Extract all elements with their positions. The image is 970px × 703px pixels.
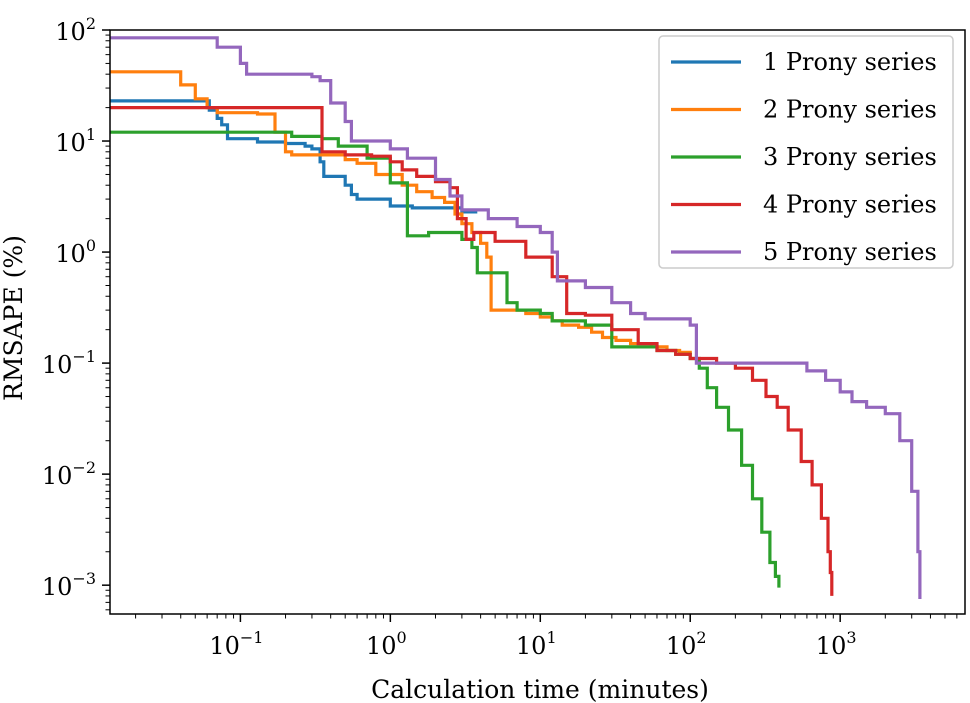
y-tick-label: 10−1: [42, 347, 96, 379]
x-tick-label: 100: [366, 628, 407, 660]
x-tick-base: 10: [816, 632, 847, 660]
y-tick-exp: 0: [86, 236, 96, 255]
y-tick-exp: −2: [72, 458, 96, 477]
x-tick-label: 101: [516, 628, 557, 660]
y-tick-label: 102: [55, 14, 96, 46]
series-line-5: [110, 36, 922, 599]
plot-frame: [109, 29, 966, 615]
y-tick-base: 10: [55, 18, 86, 46]
x-tick-base: 10: [366, 632, 397, 660]
y-tick-base: 10: [42, 351, 73, 379]
legend-label-4: 4 Prony series: [763, 191, 937, 219]
x-tick-exp: 3: [846, 628, 856, 647]
y-tick-label: 10−3: [42, 569, 96, 601]
y-tick-base: 10: [55, 129, 86, 157]
legend-label-1: 1 Prony series: [763, 48, 937, 76]
y-axis-label: RMSAPE (%): [0, 235, 28, 401]
y-tick-base: 10: [42, 573, 73, 601]
x-axis-label: Calculation time (minutes): [371, 675, 709, 703]
x-tick-exp: 0: [397, 628, 407, 647]
y-tick-exp: 2: [86, 14, 96, 33]
x-tick-label: 10−1: [209, 628, 263, 660]
legend: 1 Prony series 2 Prony series 3 Prony seri…: [658, 35, 954, 269]
x-tick-exp: 1: [546, 628, 556, 647]
x-tick-label: 103: [816, 628, 857, 660]
x-tick-base: 10: [209, 632, 240, 660]
y-tick-label: 101: [55, 125, 96, 157]
legend-box: [658, 35, 954, 269]
x-tick-base: 10: [666, 632, 697, 660]
y-tick-base: 10: [55, 240, 86, 268]
series-line-4: [110, 106, 834, 596]
x-tick-exp: −1: [240, 628, 264, 647]
x-tick-exp: 2: [696, 628, 706, 647]
y-tick-exp: −3: [72, 569, 96, 588]
y-tick-base: 10: [42, 462, 73, 490]
y-tick-exp: 1: [86, 125, 96, 144]
x-tick-label: 102: [666, 628, 707, 660]
series-line-1: [110, 99, 478, 214]
legend-label-2: 2 Prony series: [763, 96, 937, 124]
legend-label-5: 5 Prony series: [763, 238, 937, 266]
y-tick-label: 100: [55, 236, 96, 268]
legend-label-3: 3 Prony series: [763, 143, 937, 171]
series-layer: [110, 36, 922, 599]
y-tick-label: 10−2: [42, 458, 96, 490]
y-tick-exp: −1: [72, 347, 96, 366]
x-tick-base: 10: [516, 632, 547, 660]
